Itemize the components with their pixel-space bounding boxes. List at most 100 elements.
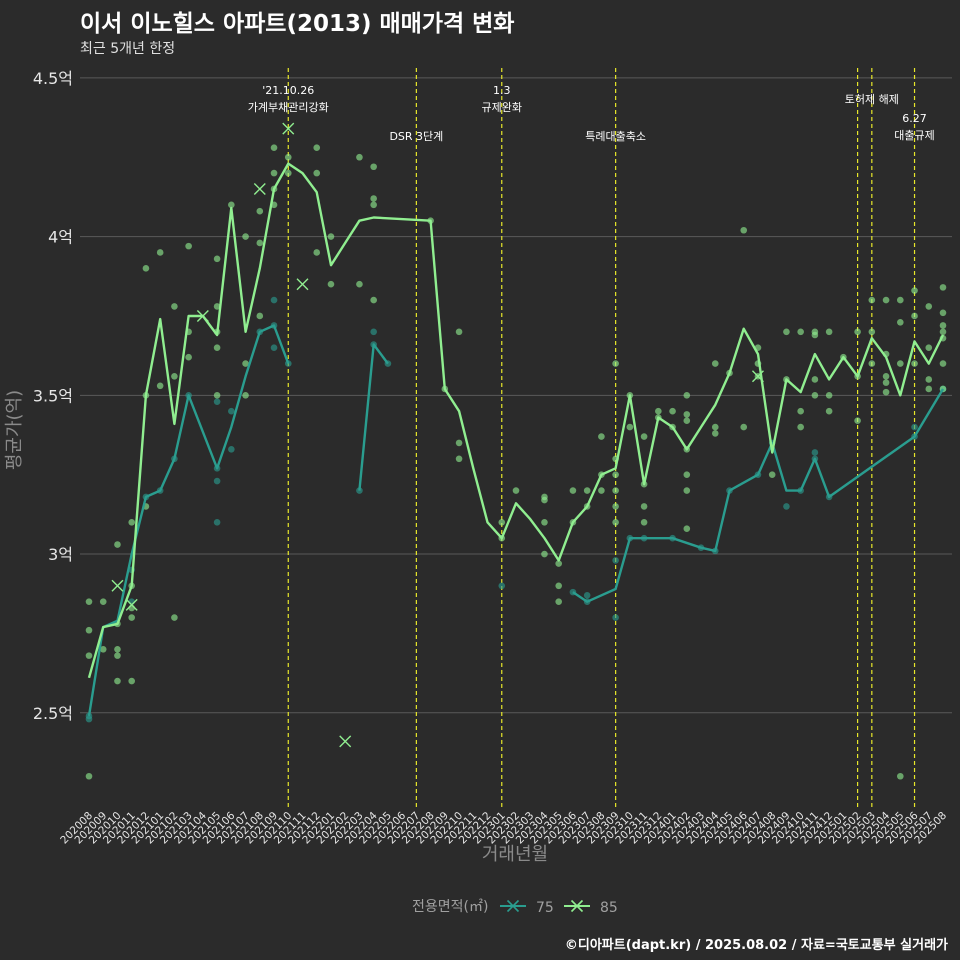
- legend-title: 전용면적(㎡): [412, 899, 488, 915]
- legend-label-75: 75: [536, 900, 554, 916]
- y-tick-label: 3억: [48, 545, 73, 564]
- transaction-point-85: [897, 360, 904, 367]
- transaction-point-85: [370, 195, 377, 202]
- transaction-point-85: [128, 518, 135, 526]
- transaction-point-85: [612, 487, 619, 494]
- transaction-point-85: [327, 280, 335, 288]
- transaction-point-85: [270, 169, 278, 177]
- transaction-point-85: [242, 360, 249, 367]
- cross-marker-85: [111, 579, 124, 592]
- average-line-85: [87, 162, 945, 679]
- transaction-point-85: [925, 376, 933, 383]
- transaction-point-85: [541, 518, 548, 526]
- footer-credit: ©디아파트(dapt.kr) / 2025.08.02 / 자료=국토교통부 실…: [564, 938, 948, 953]
- transaction-point-85: [711, 360, 719, 367]
- transaction-point-85: [612, 518, 619, 526]
- cross-marker-85: [296, 278, 309, 291]
- transaction-point-85: [939, 328, 947, 336]
- y-gridlines: [80, 77, 952, 714]
- transaction-point-85: [171, 372, 178, 380]
- transaction-point-85: [939, 284, 947, 291]
- transaction-point-85: [541, 496, 548, 504]
- transaction-point-85: [925, 303, 933, 310]
- transaction-point-85: [284, 169, 292, 177]
- chart-title: 이서 이노힐스 아파트(2013) 매매가격 변화: [80, 11, 515, 37]
- event-label: 1.3: [493, 84, 511, 97]
- transaction-point-85: [683, 525, 691, 532]
- x-axis: 2020082020092020102020112020122021012021…: [58, 809, 949, 846]
- transaction-point-75: [270, 296, 278, 304]
- transaction-point-85: [640, 518, 648, 526]
- transaction-point-85: [85, 598, 93, 605]
- transaction-point-85: [555, 598, 562, 605]
- transaction-point-75: [498, 582, 506, 590]
- transaction-point-85: [825, 407, 833, 415]
- event-label: 대출규제: [894, 129, 934, 142]
- transaction-point-85: [256, 312, 264, 320]
- transaction-point-85: [256, 239, 264, 247]
- event-label: 규제완화: [482, 101, 522, 114]
- transaction-point-85: [313, 249, 321, 256]
- transaction-point-85: [868, 296, 876, 304]
- transaction-point-85: [498, 518, 506, 526]
- transaction-point-85: [598, 433, 605, 440]
- transaction-point-85: [683, 392, 691, 399]
- transaction-point-75: [370, 328, 377, 336]
- chart-subtitle: 최근 5개년 한정: [80, 41, 176, 57]
- transaction-point-75: [213, 477, 221, 485]
- cross-markers: [111, 122, 764, 748]
- cross-marker-85: [253, 182, 266, 195]
- y-axis: 2.5억 3억 3.5억 4억 4.5억: [33, 69, 73, 723]
- transaction-point-85: [882, 372, 890, 380]
- transaction-point-85: [242, 392, 249, 399]
- legend-key-cross-85: [570, 899, 584, 913]
- cross-marker-85: [339, 735, 352, 748]
- transaction-point-85: [868, 360, 876, 367]
- transaction-point-75: [811, 449, 819, 456]
- transaction-point-85: [598, 487, 605, 494]
- transaction-point-85: [911, 312, 918, 320]
- y-tick-label: 4억: [48, 228, 73, 247]
- event-label: 가계부채관리강화: [248, 101, 329, 114]
- transaction-point-85: [85, 626, 93, 634]
- transaction-point-75: [228, 445, 235, 453]
- transaction-point-75: [213, 398, 221, 405]
- transaction-point-85: [213, 392, 221, 399]
- transaction-points: [85, 144, 947, 780]
- transaction-point-85: [256, 207, 264, 215]
- transaction-point-85: [939, 360, 947, 367]
- transaction-point-85: [768, 471, 776, 478]
- transaction-point-85: [683, 411, 691, 418]
- transaction-point-85: [897, 772, 904, 780]
- transaction-point-85: [655, 407, 662, 415]
- legend: 전용면적(㎡) 75 85: [412, 899, 618, 916]
- transaction-point-85: [911, 287, 918, 294]
- transaction-point-85: [455, 439, 463, 447]
- event-label: DSR 3단계: [389, 130, 443, 143]
- transaction-point-85: [825, 392, 833, 399]
- transaction-point-85: [313, 144, 321, 152]
- transaction-point-85: [185, 242, 192, 250]
- transaction-point-85: [541, 550, 548, 558]
- transaction-point-85: [626, 423, 634, 431]
- y-tick-label: 2.5억: [33, 704, 73, 723]
- transaction-point-85: [740, 226, 748, 234]
- cross-marker-85: [282, 122, 295, 135]
- transaction-point-85: [783, 328, 790, 336]
- y-tick-label: 3.5억: [33, 386, 73, 405]
- transaction-point-75: [612, 614, 619, 621]
- transaction-point-85: [284, 153, 292, 161]
- transaction-point-75: [911, 423, 918, 431]
- transaction-point-85: [683, 417, 691, 425]
- transaction-point-85: [811, 392, 819, 399]
- transaction-point-75: [783, 503, 790, 510]
- event-label: 토허제 해제: [845, 92, 899, 106]
- transaction-point-85: [228, 201, 235, 209]
- transaction-point-75: [583, 592, 591, 599]
- transaction-point-75: [228, 407, 235, 415]
- cross-marker-85: [751, 370, 764, 383]
- x-axis-label: 거래년월: [482, 844, 548, 865]
- transaction-point-85: [854, 328, 861, 336]
- transaction-point-85: [85, 652, 93, 659]
